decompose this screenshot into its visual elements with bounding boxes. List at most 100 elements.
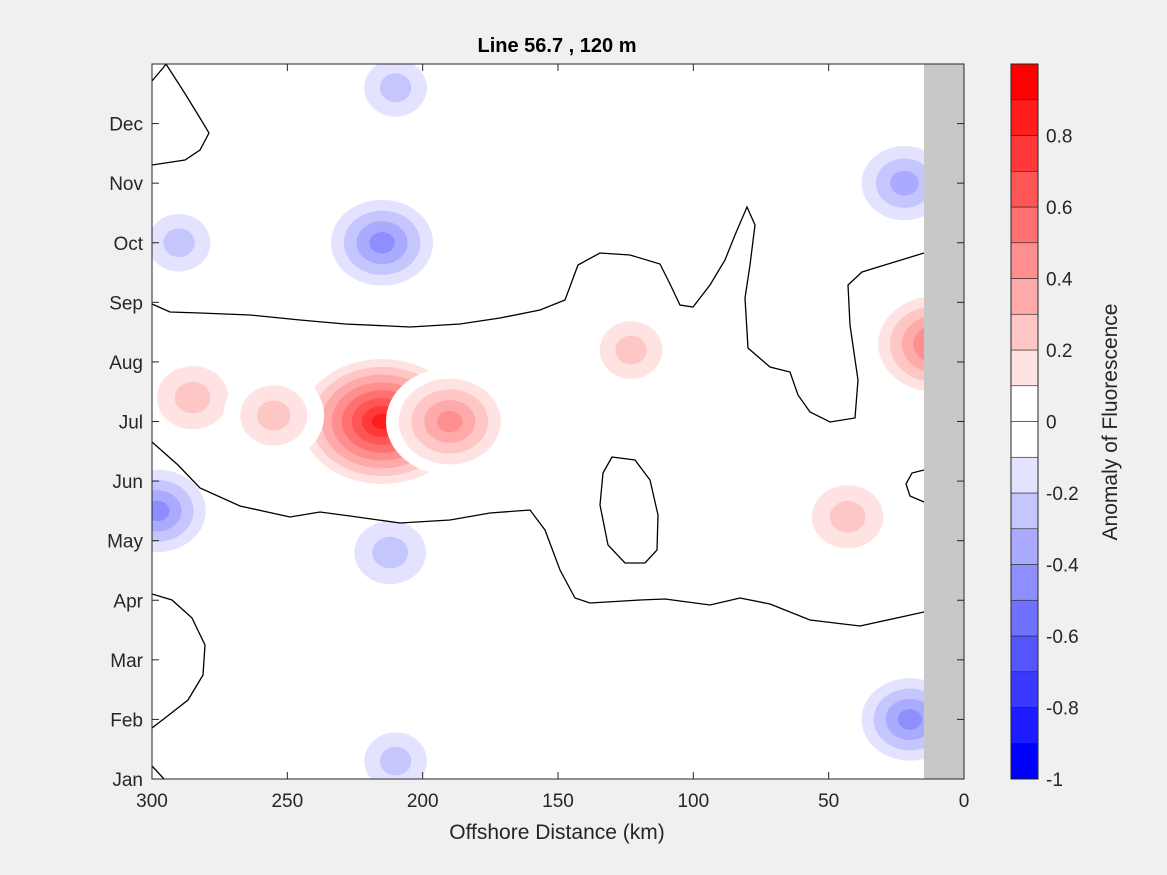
y-tick-label: Mar	[110, 651, 143, 672]
y-tick-label: Jun	[112, 472, 143, 493]
zero-contour	[905, 469, 924, 503]
anomaly-level-band	[379, 73, 412, 103]
x-tick-label: 300	[136, 791, 168, 812]
x-tick-label: 150	[542, 791, 574, 812]
colorbar-tick-label: -1	[1046, 770, 1063, 791]
colorbar-segment	[1010, 635, 1039, 673]
anomaly-level-band	[369, 232, 395, 254]
positive-anomaly	[385, 367, 514, 476]
x-tick-label: 100	[677, 791, 709, 812]
negative-anomaly	[152, 459, 218, 563]
colorbar-segment	[1010, 671, 1039, 708]
colorbar-segment	[1010, 349, 1039, 387]
y-ticks: Jan Feb Mar Apr May Jun Jul Aug Sep Oct Nov Dec	[107, 115, 964, 791]
negative-anomaly	[847, 133, 924, 233]
y-tick-label: Nov	[109, 174, 143, 195]
anomaly-level-band	[436, 410, 463, 433]
zero-contour	[152, 441, 924, 627]
colorbar-segment	[1010, 63, 1039, 101]
colorbar-segment	[1010, 385, 1039, 422]
y-tick-label: Jul	[119, 413, 143, 434]
anomaly-level-band	[913, 327, 924, 361]
positive-anomaly	[152, 596, 212, 676]
zero-contour	[599, 456, 659, 564]
y-tick-label: Jan	[112, 770, 143, 791]
colorbar-tick-label: -0.8	[1046, 699, 1079, 720]
positive-anomaly	[584, 306, 679, 394]
colorbar-tick-label: 0.6	[1046, 198, 1072, 219]
anomaly-level-band	[615, 335, 647, 365]
anomaly-level-band	[901, 317, 924, 371]
anomaly-level-band	[163, 228, 195, 258]
x-axis-label: Offshore Distance (km)	[449, 821, 665, 844]
y-tick-label: Sep	[109, 293, 143, 314]
positive-anomaly	[866, 287, 924, 401]
colorbar-segment	[1010, 742, 1039, 780]
colorbar-segment	[1010, 492, 1039, 530]
colorbar-tick-label: 0.4	[1046, 270, 1073, 291]
colorbar-segment	[1010, 564, 1039, 601]
colorbar-segment	[1010, 707, 1039, 744]
zero-contour	[152, 64, 210, 166]
x-tick-label: 50	[818, 791, 839, 812]
x-tick-label: 250	[271, 791, 303, 812]
positive-anomaly	[223, 370, 325, 461]
negative-anomaly	[336, 505, 444, 600]
colorbar-label: Anomaly of Fluorescence	[1099, 304, 1122, 541]
colorbar-tick-label: 0.8	[1046, 127, 1072, 148]
zero-contours	[152, 64, 924, 779]
colorbar-segment	[1010, 206, 1039, 244]
colorbar: -1 -0.8 -0.6 -0.4 -0.2 0 0.2 0.4 0.6 0.8	[1010, 63, 1079, 791]
anomaly-level-band	[829, 501, 866, 533]
anomaly-field	[152, 64, 924, 779]
colorbar-segment	[1010, 135, 1039, 172]
colorbar-tick-label: -0.2	[1046, 484, 1079, 505]
negative-anomaly	[585, 662, 666, 741]
negative-anomaly	[348, 64, 443, 132]
anomaly-level-band	[890, 170, 919, 196]
y-tick-label: Apr	[113, 591, 143, 612]
negative-anomaly	[318, 189, 446, 297]
colorbar-segment	[1010, 528, 1039, 565]
positive-anomaly	[152, 84, 201, 163]
x-tick-label: 200	[407, 791, 439, 812]
zero-contour	[152, 205, 924, 423]
negative-anomaly	[152, 199, 227, 286]
anomaly-level-band	[372, 536, 409, 569]
positive-anomaly	[793, 469, 902, 565]
colorbar-segment	[1010, 421, 1039, 458]
positive-anomaly	[152, 350, 247, 446]
colorbar-segment	[1010, 456, 1039, 494]
y-tick-label: Oct	[113, 234, 143, 255]
zero-contour	[152, 593, 206, 729]
colorbar-segment	[1010, 313, 1039, 351]
zero-contour	[152, 765, 165, 779]
colorbar-segment	[1010, 99, 1039, 136]
y-tick-label: Feb	[110, 710, 143, 731]
colorbar-segment	[1010, 170, 1039, 208]
anomaly-level-band	[257, 400, 291, 431]
colorbar-segment	[1010, 278, 1039, 315]
negative-anomaly	[348, 717, 443, 779]
anomaly-level-band	[174, 381, 211, 414]
anomaly-level-band	[152, 84, 201, 163]
x-tick-label: 0	[959, 791, 970, 812]
colorbar-segment	[1010, 599, 1039, 637]
anomaly-level-band	[585, 662, 666, 741]
colorbar-frame	[1010, 63, 1039, 780]
x-ticks: 300 250 200 150 100 50 0	[136, 64, 969, 812]
anomaly-level-band	[152, 500, 170, 522]
anomaly-level-band	[897, 709, 922, 730]
y-tick-label: May	[107, 532, 143, 553]
negative-anomaly	[849, 667, 924, 771]
anomaly-level-band	[379, 746, 412, 776]
colorbar-tick-label: -0.4	[1046, 556, 1079, 577]
chart-title: Line 56.7 , 120 m	[478, 35, 637, 57]
colorbar-tick-label: 0.2	[1046, 341, 1072, 362]
colorbar-tick-label: -0.6	[1046, 627, 1079, 648]
colorbar-tick-label: 0	[1046, 413, 1057, 434]
anomaly-level-band	[152, 596, 212, 676]
y-tick-label: Aug	[109, 353, 143, 374]
colorbar-segment	[1010, 242, 1039, 279]
